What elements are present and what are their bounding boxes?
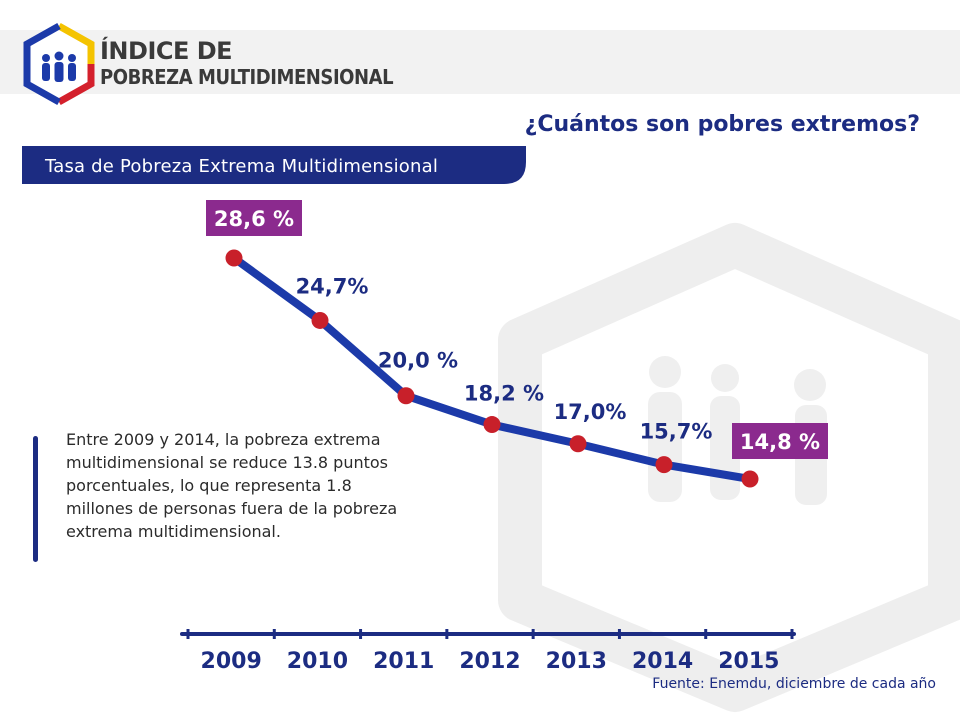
data-label: 18,2 % [464,382,544,406]
data-point [655,456,673,474]
highlight-box [206,200,302,236]
logo-title: ÍNDICE DE POBREZA MULTIDIMENSIONAL [100,38,426,90]
chart-title: Tasa de Pobreza Extrema Multidimensional [45,156,439,177]
data-label: 14,8 % [740,430,820,454]
x-tick-label: 2015 [718,649,779,674]
data-point [741,470,759,488]
logo-title-line2: POBREZA MULTIDIMENSIONAL [100,65,394,89]
source-note: Fuente: Enemdu, diciembre de cada año [652,676,936,692]
x-tick-label: 2012 [459,649,520,674]
data-label: 28,6 % [214,207,294,231]
x-tick-label: 2011 [373,649,434,674]
data-label: 24,7% [296,274,369,298]
x-tick-label: 2009 [201,649,262,674]
header-band [0,30,960,94]
data-point [397,387,415,405]
accent-bar [33,436,38,562]
logo-title-line1: ÍNDICE DE [100,37,233,65]
x-tick-label: 2014 [632,649,693,674]
logo-hexagon-icon [23,22,95,106]
x-tick-label: 2013 [546,649,607,674]
data-point [569,435,587,453]
data-point [225,249,243,267]
data-label: 17,0% [554,400,627,424]
data-label: 20,0 % [378,349,458,373]
chart-title-banner [22,146,526,184]
data-label: 15,7% [640,420,713,444]
family-icon [42,51,76,82]
data-point [311,311,329,329]
page-question: ¿Cuántos son pobres extremos? [524,112,920,137]
description-text: Entre 2009 y 2014, la pobreza extrema mu… [66,430,398,541]
x-tick-label: 2010 [287,649,348,674]
data-point [483,416,501,434]
highlight-box [732,423,828,459]
